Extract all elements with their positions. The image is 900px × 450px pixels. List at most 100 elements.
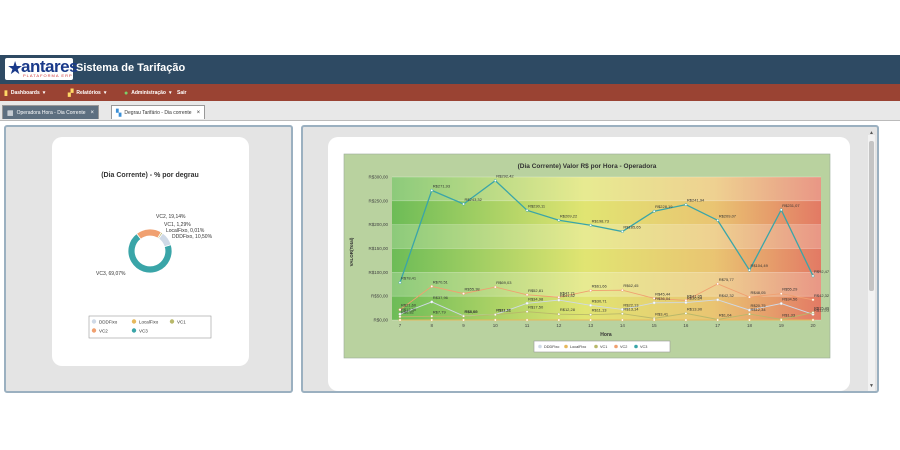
close-icon[interactable]: × [90, 109, 95, 116]
data-point[interactable] [557, 298, 561, 302]
menu-dashboards[interactable]: ▮ Dashboards ▾ [4, 90, 46, 97]
plot-band [392, 177, 821, 201]
data-point[interactable] [652, 296, 656, 300]
data-point[interactable] [811, 274, 815, 278]
data-point[interactable] [684, 311, 688, 315]
data-point[interactable] [493, 179, 497, 183]
data-point[interactable] [779, 208, 783, 212]
legend-item[interactable]: VC2 [99, 329, 108, 334]
tab-operadora-hora[interactable]: ▦ Operadora Hora - Dia Corrente × [2, 105, 100, 119]
data-point[interactable] [811, 318, 815, 322]
data-point[interactable] [716, 282, 720, 286]
data-point[interactable] [462, 292, 465, 296]
line-legend [533, 340, 671, 353]
line-title: (Dia Corrente) Valor R$ por Hora - Opera… [518, 163, 657, 170]
data-point[interactable] [589, 318, 593, 322]
main-menu: ▮ Dashboards ▾ ▞ Relatórios ▾ ● Administra… [0, 84, 900, 101]
data-point[interactable] [462, 318, 465, 322]
data-point[interactable] [462, 314, 465, 318]
data-point[interactable] [557, 312, 561, 316]
data-point[interactable] [462, 202, 465, 206]
data-label: R$92,47 [814, 269, 830, 274]
data-point[interactable] [398, 315, 402, 319]
close-icon[interactable]: × [196, 109, 201, 116]
data-point[interactable] [684, 318, 688, 322]
data-point[interactable] [748, 308, 751, 312]
data-point[interactable] [620, 312, 624, 316]
data-label: R$11,11 [496, 308, 511, 313]
data-point[interactable] [430, 284, 434, 288]
data-point[interactable] [620, 288, 624, 292]
x-tick-label: 7 [399, 323, 402, 328]
data-point[interactable] [779, 318, 783, 322]
menu-administracao[interactable]: ● Administração ▾ [124, 89, 172, 97]
legend-item[interactable]: DDDFixo [99, 320, 118, 325]
data-point[interactable] [493, 285, 497, 289]
data-point[interactable] [589, 223, 593, 227]
data-point[interactable] [652, 301, 656, 305]
data-point[interactable] [779, 292, 783, 296]
data-point[interactable] [684, 301, 688, 304]
data-point[interactable] [557, 318, 561, 322]
report-icon: ▞ [68, 90, 74, 97]
scroll-up-icon[interactable]: ▲ [869, 130, 874, 136]
data-point[interactable] [748, 318, 751, 322]
data-label: R$209,07 [719, 213, 737, 218]
legend-swatch [91, 328, 97, 333]
data-point[interactable] [525, 318, 529, 322]
data-point[interactable] [525, 293, 529, 297]
scrollbar-thumb[interactable] [869, 141, 874, 291]
legend-item[interactable]: DDDFixo [544, 345, 559, 349]
data-point[interactable] [398, 308, 402, 312]
data-point[interactable] [811, 311, 815, 315]
data-point[interactable] [525, 310, 529, 314]
data-point[interactable] [430, 314, 434, 318]
data-point[interactable] [430, 188, 434, 192]
data-point[interactable] [811, 298, 815, 302]
data-label: R$292,42 [496, 174, 514, 179]
data-point[interactable] [620, 318, 624, 322]
data-point[interactable] [779, 302, 783, 305]
data-point[interactable] [493, 318, 497, 322]
legend-item[interactable]: VC1 [600, 345, 607, 349]
legend-item[interactable]: VC2 [620, 345, 627, 349]
data-point[interactable] [748, 268, 751, 272]
data-point[interactable] [748, 295, 751, 299]
x-tick-label: 9 [462, 323, 465, 328]
data-point[interactable] [398, 318, 402, 322]
data-point[interactable] [716, 318, 720, 322]
scroll-down-icon[interactable]: ▼ [869, 383, 874, 389]
data-point[interactable] [652, 209, 656, 213]
data-point[interactable] [589, 289, 593, 293]
antares-logo[interactable]: ★ antares PLATAFORMA ERP [5, 57, 78, 80]
menu-relatorios[interactable]: ▞ Relatórios ▾ [68, 90, 107, 97]
data-point[interactable] [589, 313, 593, 317]
data-point[interactable] [493, 313, 497, 317]
legend-item[interactable]: LocalFixo [570, 345, 586, 349]
legend-item[interactable]: LocalFixo [139, 320, 159, 325]
data-point[interactable] [589, 303, 593, 307]
data-point[interactable] [430, 318, 434, 322]
y-tick-label: R$300,00 [368, 175, 388, 180]
legend-item[interactable]: VC3 [139, 329, 148, 334]
menu-sair[interactable]: Sair [177, 90, 187, 96]
data-label: R$62,45 [623, 283, 639, 288]
data-point[interactable] [525, 301, 529, 305]
data-point[interactable] [430, 300, 434, 304]
data-point[interactable] [620, 230, 624, 233]
legend-item[interactable]: VC3 [640, 345, 647, 349]
donut-slice-vc3[interactable] [127, 233, 173, 274]
data-point[interactable] [716, 298, 720, 302]
data-point[interactable] [525, 208, 529, 212]
data-point[interactable] [557, 295, 561, 299]
data-point[interactable] [748, 312, 751, 316]
tab-degrau-tarifario[interactable]: ▚ Degrau Tarifário - Dia corrente × [111, 105, 206, 119]
data-point[interactable] [557, 218, 561, 222]
data-point[interactable] [652, 318, 656, 322]
legend-swatch [91, 319, 97, 324]
data-point[interactable] [684, 203, 688, 207]
legend-item[interactable]: VC1 [177, 320, 186, 325]
data-point[interactable] [398, 281, 402, 285]
data-point[interactable] [620, 308, 624, 311]
data-point[interactable] [716, 218, 720, 222]
